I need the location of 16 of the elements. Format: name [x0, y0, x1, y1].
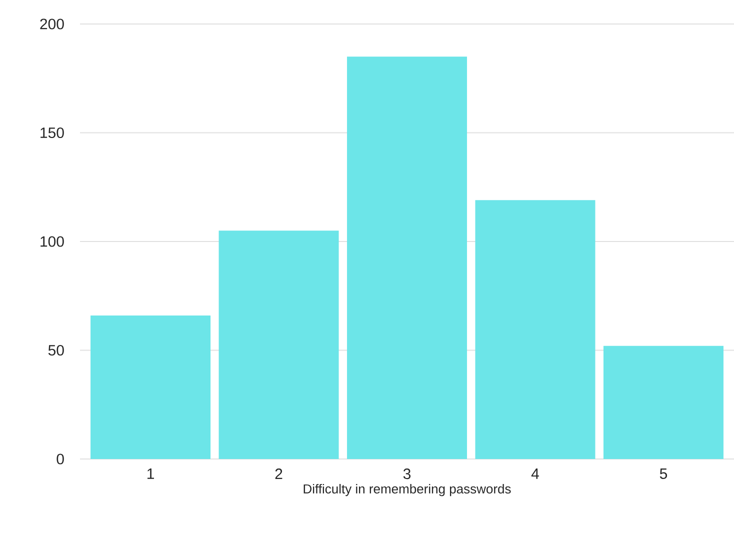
bar — [347, 56, 468, 459]
x-tick-label: 5 — [660, 468, 668, 479]
bar — [603, 346, 724, 459]
y-tick-label: 150 — [40, 127, 64, 138]
x-axis-title: Difficulty in remembering passwords — [304, 484, 511, 496]
y-tick-label: 0 — [56, 454, 64, 464]
bar — [475, 200, 596, 459]
bar — [90, 315, 211, 459]
x-tick-label: 3 — [403, 468, 411, 480]
bar — [218, 230, 339, 459]
y-tick-label: 100 — [40, 236, 64, 247]
x-tick-label: 4 — [531, 468, 539, 479]
x-tick-label: 2 — [275, 468, 282, 479]
y-tick-label: 200 — [40, 18, 64, 30]
x-tick-label: 1 — [148, 468, 154, 479]
y-tick-label: 50 — [48, 344, 64, 356]
